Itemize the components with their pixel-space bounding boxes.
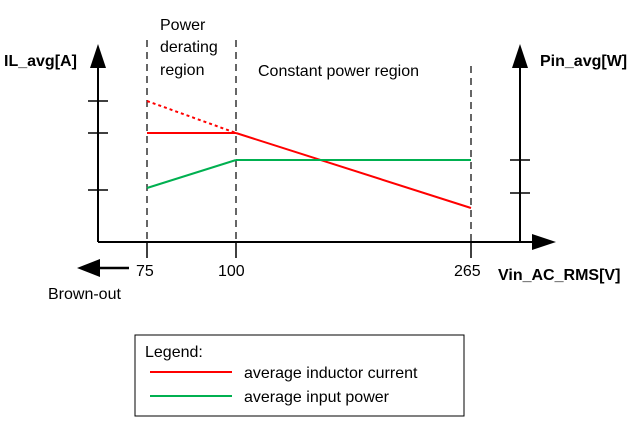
brownout-label: Brown-out (48, 286, 121, 303)
derating-region-line1: Power (160, 17, 206, 34)
x-axis-label: Vin_AC_RMS[V] (498, 267, 620, 284)
left-y-axis-arrow (90, 44, 106, 68)
power-rising-segment (146, 159, 237, 189)
derating-region-line2: derating (160, 39, 218, 56)
current-dotted-segment (146, 100, 237, 134)
legend-box (134, 334, 465, 417)
constant-power-region-label: Constant power region (258, 63, 419, 80)
current-falling-segment (235, 132, 472, 209)
x-axis-arrow (532, 234, 556, 250)
legend-title: Legend: (145, 344, 203, 361)
left-axis-label: IL_avg[A] (4, 53, 77, 70)
brownout-arrow-head (77, 259, 100, 277)
right-y-axis-arrow (512, 44, 528, 68)
right-axis-label: Pin_avg[W] (540, 53, 627, 70)
legend-current-label: average inductor current (244, 365, 418, 382)
x-tick-label-265: 265 (454, 263, 481, 280)
legend-power-label: average input power (244, 389, 390, 406)
x-tick-label-100: 100 (218, 263, 245, 280)
x-tick-label-75: 75 (136, 263, 154, 280)
derating-region-line3: region (160, 62, 204, 79)
